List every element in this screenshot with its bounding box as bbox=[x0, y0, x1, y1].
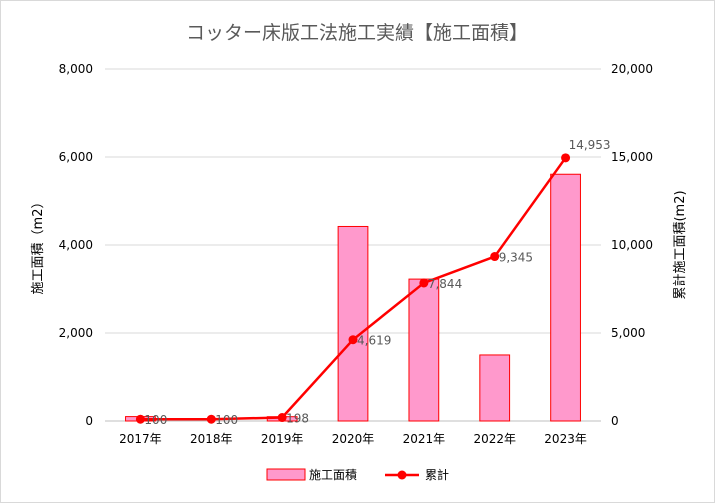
x-tick-label: 2020年 bbox=[332, 432, 375, 446]
line-point bbox=[135, 414, 145, 424]
data-label: 4,619 bbox=[357, 334, 391, 348]
x-tick-label: 2019年 bbox=[261, 432, 304, 446]
data-label: 7,844 bbox=[428, 277, 462, 291]
legend-line-marker bbox=[397, 470, 407, 480]
data-label: 14,953 bbox=[569, 138, 611, 152]
line-point bbox=[561, 153, 571, 163]
bar bbox=[479, 354, 511, 422]
data-label: 100 bbox=[144, 413, 167, 427]
legend-bar-label: 施工面積 bbox=[309, 467, 357, 482]
left-tick-label: 6,000 bbox=[59, 150, 93, 164]
line-point bbox=[277, 413, 287, 423]
right-axis-label: 累計施工面積(m2) bbox=[672, 190, 688, 299]
line-point bbox=[490, 252, 500, 262]
x-tick-label: 2017年 bbox=[119, 432, 162, 446]
data-label: 198 bbox=[286, 412, 309, 426]
legend-line-label: 累計 bbox=[425, 467, 449, 482]
right-tick-label: 15,000 bbox=[611, 150, 653, 164]
line-series: 100 100 198 4,619 7,844 9,345 14,953 bbox=[135, 138, 611, 427]
bar bbox=[408, 278, 440, 422]
x-tick-label: 2022年 bbox=[473, 432, 516, 446]
left-axis-ticks: 0 2,000 4,000 6,000 8,000 bbox=[59, 62, 93, 428]
right-axis-ticks: 0 5,000 10,000 15,000 20,000 bbox=[611, 62, 653, 428]
line-point bbox=[419, 278, 429, 288]
left-tick-label: 4,000 bbox=[59, 238, 93, 252]
chart-title: コッター床版工法施工実績【施工面積】 bbox=[186, 22, 528, 44]
left-tick-label: 2,000 bbox=[59, 326, 93, 340]
x-tick-label: 2021年 bbox=[403, 432, 446, 446]
right-tick-label: 0 bbox=[611, 414, 619, 428]
bar-series bbox=[125, 173, 581, 422]
left-tick-label: 8,000 bbox=[59, 62, 93, 76]
legend: 施工面積 累計 bbox=[266, 467, 449, 482]
right-tick-label: 20,000 bbox=[611, 62, 653, 76]
legend-bar-swatch bbox=[266, 468, 306, 481]
bar bbox=[550, 173, 581, 422]
line-point bbox=[348, 335, 358, 345]
data-label: 9,345 bbox=[499, 251, 533, 265]
x-axis-ticks: 2017年 2018年 2019年 2020年 2021年 2022年 2023年 bbox=[119, 432, 587, 446]
x-tick-label: 2018年 bbox=[190, 432, 233, 446]
bar bbox=[337, 225, 369, 422]
data-label: 100 bbox=[215, 413, 238, 427]
line-point bbox=[206, 414, 216, 424]
right-tick-label: 5,000 bbox=[611, 326, 645, 340]
left-axis-label: 施工面積（m2） bbox=[31, 196, 46, 295]
left-tick-label: 0 bbox=[85, 414, 93, 428]
right-tick-label: 10,000 bbox=[611, 238, 653, 252]
x-tick-label: 2023年 bbox=[544, 432, 587, 446]
